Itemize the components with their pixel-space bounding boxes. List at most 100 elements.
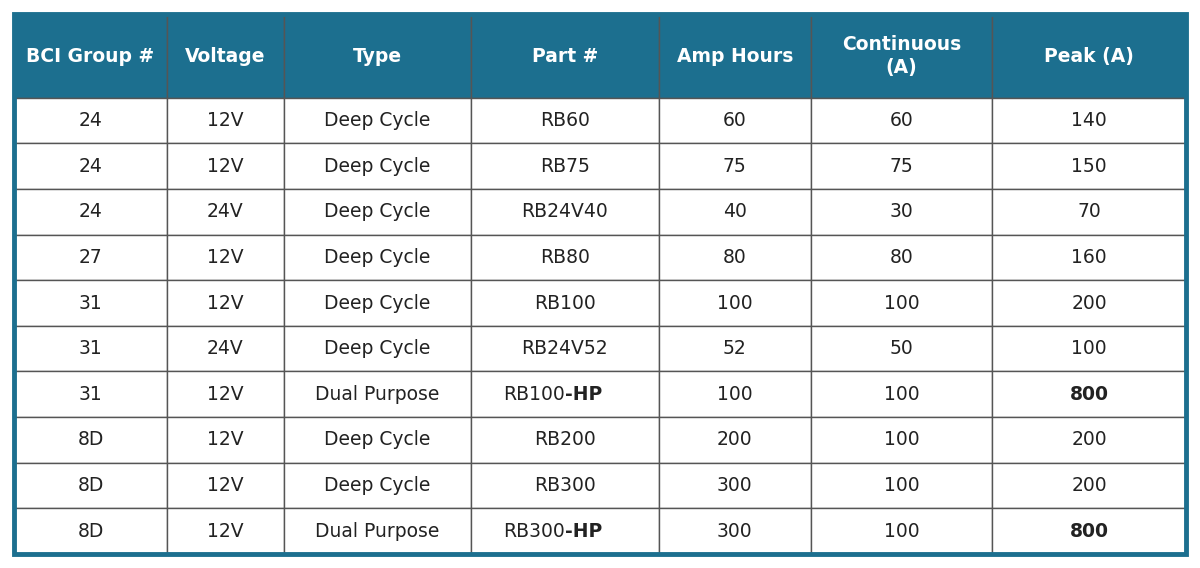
Bar [811,14,992,98]
Text: Deep Cycle: Deep Cycle [324,476,431,495]
Text: 100: 100 [883,431,919,449]
Text: 12V: 12V [206,431,244,449]
Bar [14,280,167,326]
Text: 200: 200 [716,431,752,449]
Bar [992,508,1186,554]
Bar [992,98,1186,144]
Text: 31: 31 [79,294,102,312]
Bar [283,462,472,508]
Text: Dual Purpose: Dual Purpose [316,385,439,404]
Bar [472,326,659,371]
Bar [811,98,992,144]
Text: 100: 100 [883,294,919,312]
Text: 52: 52 [722,339,746,358]
Bar [992,235,1186,280]
Text: Continuous
(A): Continuous (A) [842,35,961,77]
Bar [659,144,811,189]
Text: 60: 60 [722,111,746,130]
Text: 60: 60 [889,111,913,130]
Text: Deep Cycle: Deep Cycle [324,339,431,358]
Bar [992,144,1186,189]
Bar [811,371,992,417]
Bar [167,189,283,235]
Text: 200: 200 [1072,294,1106,312]
Bar [14,462,167,508]
Text: 24V: 24V [206,202,244,222]
Text: Deep Cycle: Deep Cycle [324,157,431,176]
Bar [167,417,283,462]
Text: Peak (A): Peak (A) [1044,47,1134,65]
Bar [472,98,659,144]
Bar [283,371,472,417]
Bar [283,326,472,371]
Text: 200: 200 [1072,476,1106,495]
Text: Dual Purpose: Dual Purpose [316,521,439,541]
Text: RB200: RB200 [534,431,595,449]
Text: 24: 24 [78,202,102,222]
Bar [472,14,659,98]
Bar [659,235,811,280]
Bar [659,14,811,98]
Bar [992,417,1186,462]
Bar [659,417,811,462]
Bar [811,280,992,326]
Bar [14,14,167,98]
Text: 12V: 12V [206,385,244,404]
Text: Type: Type [353,47,402,65]
Text: 50: 50 [889,339,913,358]
Text: 31: 31 [79,339,102,358]
Text: 12V: 12V [206,248,244,267]
Text: 200: 200 [1072,431,1106,449]
Bar [992,326,1186,371]
Bar [659,189,811,235]
Text: 100: 100 [1072,339,1106,358]
Bar [472,189,659,235]
Bar [167,98,283,144]
Text: 800: 800 [1069,385,1109,404]
Text: RB80: RB80 [540,248,590,267]
Bar [472,371,659,417]
Bar [659,462,811,508]
Text: 100: 100 [883,476,919,495]
Text: RB100: RB100 [503,385,565,404]
Bar [14,189,167,235]
Bar [811,508,992,554]
Text: 8D: 8D [77,521,103,541]
Bar [14,371,167,417]
Text: Deep Cycle: Deep Cycle [324,431,431,449]
Bar [992,14,1186,98]
Text: Deep Cycle: Deep Cycle [324,111,431,130]
Bar [167,462,283,508]
Text: 80: 80 [889,248,913,267]
Text: 800: 800 [1069,521,1109,541]
Bar [659,371,811,417]
Text: RB60: RB60 [540,111,590,130]
Bar [659,98,811,144]
Bar [167,326,283,371]
Text: RB24V40: RB24V40 [522,202,608,222]
Bar [14,417,167,462]
Bar [167,14,283,98]
Text: -HP: -HP [565,385,602,404]
Text: 70: 70 [1078,202,1100,222]
Text: 100: 100 [883,521,919,541]
Text: Deep Cycle: Deep Cycle [324,294,431,312]
Text: Part #: Part # [532,47,598,65]
Bar [167,235,283,280]
Bar [14,235,167,280]
Bar [167,144,283,189]
Bar [283,14,472,98]
Bar [14,144,167,189]
Bar [14,326,167,371]
Bar [283,280,472,326]
Bar [283,98,472,144]
Text: -HP: -HP [565,521,602,541]
Text: 100: 100 [716,385,752,404]
Bar [472,144,659,189]
Text: Voltage: Voltage [185,47,265,65]
Bar [811,144,992,189]
Bar [283,235,472,280]
Text: 12V: 12V [206,157,244,176]
Bar [472,280,659,326]
Bar [992,462,1186,508]
